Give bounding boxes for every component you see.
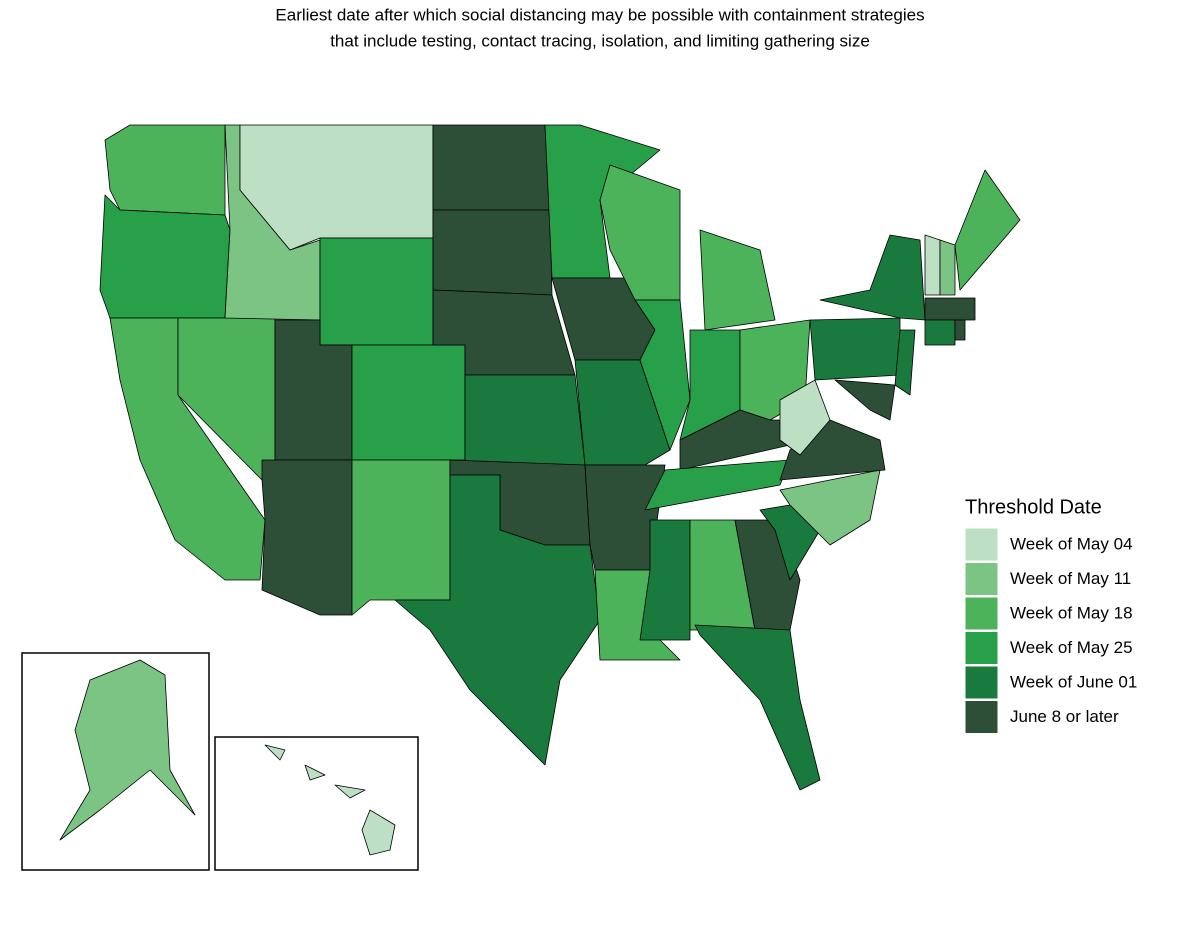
region (954, 169, 1021, 291)
region (432, 209, 553, 296)
legend-label: Week of May 18 (1010, 603, 1133, 622)
legend-swatch (964, 527, 999, 562)
region (644, 459, 791, 511)
legend-label: Week of May 25 (1010, 638, 1133, 657)
legend-label: Week of May 11 (1010, 569, 1131, 588)
region (939, 239, 956, 296)
legend-title: Threshold Date (965, 496, 1102, 518)
title-line: Earliest date after which social distanc… (275, 5, 924, 24)
region (924, 297, 976, 321)
legend-swatch (964, 665, 999, 700)
region (924, 319, 956, 346)
region (334, 784, 366, 799)
region (694, 624, 821, 791)
region (264, 744, 286, 761)
region (432, 124, 551, 211)
region (779, 379, 831, 456)
region (639, 519, 691, 641)
legend-swatch (964, 562, 999, 596)
title-line: that include testing, contact tracing, i… (330, 31, 870, 50)
region (261, 459, 353, 616)
legend: Week of May 04 Week of May 11 Week of May … (964, 527, 1137, 734)
region (954, 319, 966, 341)
region (809, 317, 901, 381)
region (924, 234, 941, 296)
states (59, 124, 1021, 856)
region (699, 229, 776, 331)
region (574, 359, 671, 466)
region (319, 237, 434, 346)
legend-swatch (964, 631, 999, 665)
region (834, 379, 896, 421)
region (104, 124, 226, 216)
legend-swatch (964, 596, 999, 631)
region (351, 459, 451, 616)
inset-box (21, 652, 210, 871)
region (819, 234, 926, 321)
region (634, 299, 691, 451)
region (779, 469, 881, 546)
legend-label: Week of June 01 (1010, 672, 1137, 691)
region (351, 344, 466, 461)
inset-box (214, 736, 419, 871)
region (361, 809, 396, 856)
legend-label: June 8 or later (1010, 707, 1119, 726)
region (464, 374, 586, 466)
region (394, 474, 601, 766)
region (894, 329, 916, 396)
legend-label: Week of May 04 (1010, 534, 1133, 553)
legend-swatch (964, 700, 999, 734)
region (59, 659, 196, 841)
region (304, 764, 326, 781)
